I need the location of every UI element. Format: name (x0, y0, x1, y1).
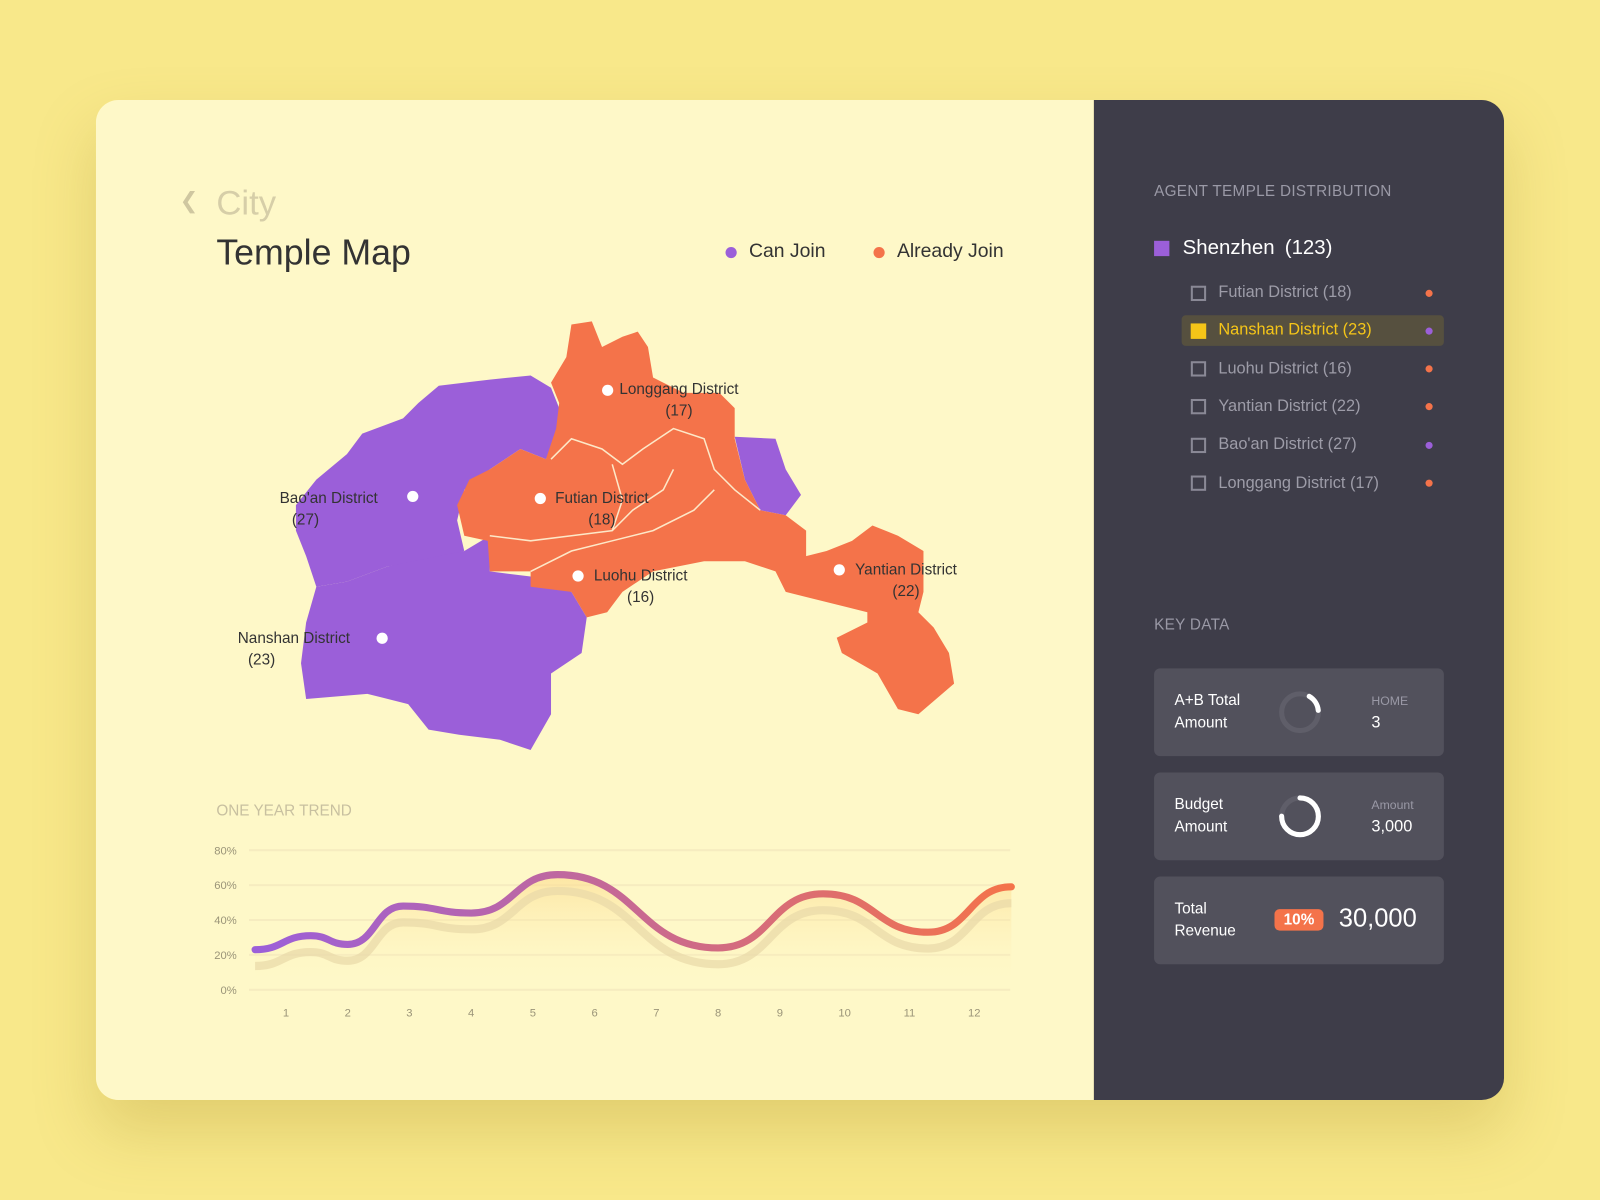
key-card-budget: Budget Amount Amount 3,000 (1154, 772, 1444, 861)
district-label: Luohu District (16) (1218, 359, 1352, 378)
pin-nanshan[interactable] (376, 632, 388, 644)
city-row[interactable]: Shenzhen (123) (1154, 237, 1332, 260)
revenue-value: 30,000 (1338, 904, 1417, 933)
district-label: Longgang District (17) (1218, 473, 1380, 492)
legend-label: Can Join (748, 240, 826, 263)
pin-yantian[interactable] (833, 564, 845, 576)
x-tick-label: 1 (283, 1007, 289, 1019)
district-label: Futian District (18) (1218, 283, 1352, 302)
sidebar: AGENT TEMPLE DISTRIBUTION Shenzhen (123)… (1093, 99, 1505, 1100)
status-dot-icon (1425, 365, 1433, 373)
key-value: 3,000 (1371, 818, 1413, 836)
x-tick-label: 9 (777, 1007, 783, 1019)
district-label: Yantian District (22) (1218, 397, 1361, 416)
map-region-baoan[interactable] (295, 375, 560, 587)
map-label-luohu: Luohu District (16) (593, 567, 688, 607)
status-dot-icon (1425, 289, 1433, 297)
trend-shadow-line (254, 886, 1012, 971)
x-tick-label: 5 (530, 1007, 536, 1019)
checkbox[interactable] (1190, 323, 1207, 339)
key-label: A+B Total Amount (1174, 691, 1241, 732)
key-card-ab-total: A+B Total Amount HOME 3 (1154, 668, 1444, 757)
y-tick-label: 20% (214, 950, 236, 962)
status-dot-icon (1425, 441, 1433, 449)
key-label: Total Revenue (1174, 899, 1236, 940)
checkbox[interactable] (1190, 475, 1207, 491)
status-dot-icon (1425, 403, 1433, 411)
legend-can-join: Can Join (725, 240, 826, 263)
x-tick-label: 3 (406, 1007, 412, 1019)
map-label-futian: Futian District (18) (555, 489, 649, 529)
key-label: Budget Amount (1174, 795, 1228, 836)
checkbox[interactable] (1190, 361, 1207, 377)
y-tick-label: 0% (221, 985, 237, 997)
y-tick-label: 40% (214, 915, 236, 927)
district-list-item[interactable]: Luohu District (16) (1182, 354, 1444, 385)
key-caption: HOME (1371, 693, 1409, 709)
x-tick-label: 6 (592, 1007, 598, 1019)
chevron-left-icon[interactable]: ❮ (179, 187, 199, 214)
trend-line (251, 871, 1015, 954)
key-card-revenue: Total Revenue 10% 30,000 (1154, 876, 1444, 965)
y-tick-label: 80% (214, 845, 236, 857)
district-list-item[interactable]: Yantian District (22) (1182, 392, 1444, 423)
x-tick-label: 10 (838, 1007, 850, 1019)
trend-title: ONE YEAR TREND (216, 802, 352, 820)
dashboard-card: ❮ City Temple Map Can Join Already Join … (95, 99, 1505, 1100)
city-name: Shenzhen (1182, 236, 1275, 260)
legend-already-join: Already Join (873, 240, 1004, 263)
page-title: Temple Map (216, 232, 411, 273)
trend-area (255, 874, 1012, 990)
map-label-baoan: Bao'an District (27) (279, 489, 378, 529)
checkbox[interactable] (1190, 285, 1207, 301)
page-subtitle: City (216, 183, 277, 223)
x-tick-label: 4 (468, 1007, 474, 1019)
map-panel: ❮ City Temple Map Can Join Already Join … (95, 99, 1094, 1100)
district-list-item[interactable]: Futian District (18) (1182, 278, 1444, 309)
ring-progress-icon (1279, 795, 1321, 838)
key-data-title: KEY DATA (1154, 616, 1230, 634)
purple-dot-icon (725, 246, 737, 258)
map-region-east[interactable] (734, 436, 802, 516)
map-region-nanshan[interactable] (301, 535, 587, 750)
district-list-item[interactable]: Bao'an District (27) (1182, 430, 1444, 461)
growth-badge: 10% (1274, 909, 1324, 931)
status-dot-icon (1425, 327, 1433, 335)
orange-dot-icon (873, 246, 885, 258)
pin-luohu[interactable] (572, 570, 584, 582)
legend-label: Already Join (896, 240, 1004, 263)
pin-baoan[interactable] (407, 490, 419, 503)
ring-progress-icon (1279, 691, 1321, 734)
map-region-joined[interactable] (457, 321, 955, 715)
x-tick-label: 12 (968, 1007, 980, 1019)
x-tick-label: 11 (904, 1007, 916, 1019)
key-value: 3 (1371, 714, 1381, 732)
checkbox[interactable] (1190, 399, 1207, 415)
x-tick-label: 7 (653, 1007, 659, 1019)
district-list-item[interactable]: Nanshan District (23) (1181, 315, 1444, 347)
district-borders (489, 427, 761, 573)
pin-longgang[interactable] (602, 384, 614, 396)
city-count: (123) (1284, 236, 1333, 260)
y-tick-label: 60% (214, 880, 236, 892)
city-color-icon (1154, 240, 1170, 257)
status-dot-icon (1425, 479, 1433, 487)
x-tick-label: 2 (345, 1007, 351, 1019)
section-title: AGENT TEMPLE DISTRIBUTION (1154, 182, 1392, 200)
trend-chart: 0%20%40%60%80%1 2 3 4 5 6 7 8 9 10 11 12 (214, 845, 1015, 1019)
district-list-item[interactable]: Longgang District (17) (1182, 468, 1444, 499)
checkbox[interactable] (1190, 437, 1207, 453)
pin-futian[interactable] (534, 492, 546, 505)
map-label-longgang: Longgang District (17) (619, 380, 739, 420)
map-label-yantian: Yantian District (22) (855, 561, 957, 600)
district-label: Nanshan District (23) (1218, 321, 1372, 340)
map-label-nanshan: Nanshan District (23) (237, 629, 351, 669)
district-map (295, 321, 955, 750)
x-tick-label: 8 (715, 1007, 721, 1019)
district-label: Bao'an District (27) (1218, 435, 1357, 454)
key-caption: Amount (1371, 797, 1414, 813)
